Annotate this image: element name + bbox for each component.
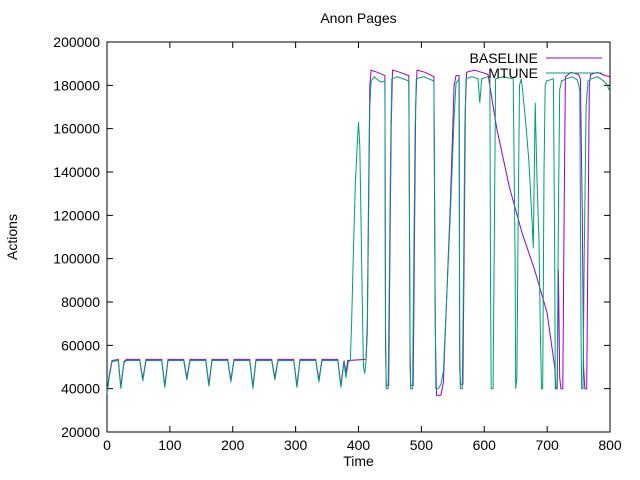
x-tick-label: 100	[158, 437, 182, 453]
legend-label-mtune: MTUNE	[488, 65, 538, 81]
y-tick-label: 80000	[61, 294, 100, 310]
x-tick-label: 400	[347, 437, 371, 453]
x-tick-label: 0	[103, 437, 111, 453]
x-tick-label: 300	[284, 437, 308, 453]
chart-title: Anon Pages	[320, 10, 397, 26]
y-tick-label: 200000	[53, 34, 100, 50]
x-axis-label: Time	[343, 453, 374, 469]
legend-label-baseline: BASELINE	[470, 50, 538, 66]
y-tick-label: 140000	[53, 164, 100, 180]
y-tick-label: 40000	[61, 381, 100, 397]
series-line-mtune	[106, 75, 611, 395]
y-tick-label: 160000	[53, 121, 100, 137]
x-tick-label: 800	[598, 437, 622, 453]
x-tick-label: 700	[535, 437, 559, 453]
y-tick-label: 120000	[53, 207, 100, 223]
plot-border	[106, 41, 611, 433]
x-tick-label: 200	[221, 437, 245, 453]
y-tick-label: 100000	[53, 251, 100, 267]
y-tick-label: 60000	[61, 337, 100, 353]
y-tick-label: 20000	[61, 424, 100, 440]
x-tick-label: 600	[473, 437, 497, 453]
y-tick-label: 180000	[53, 77, 100, 93]
x-tick-label: 500	[410, 437, 434, 453]
